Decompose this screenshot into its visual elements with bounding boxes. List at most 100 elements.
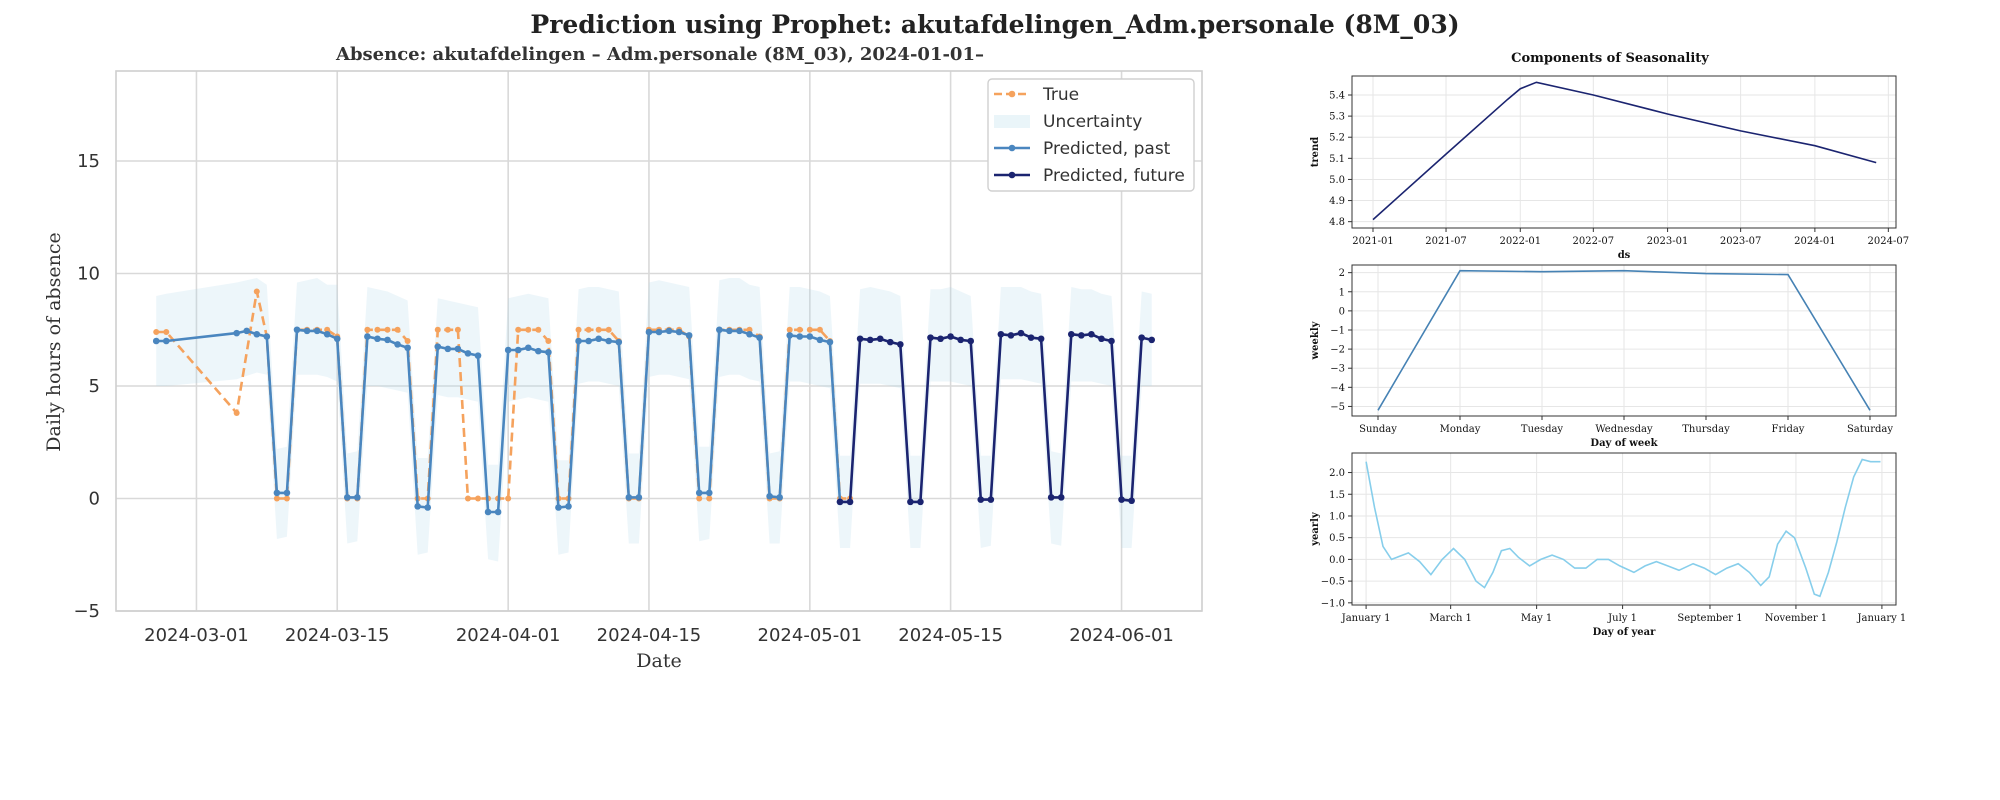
yearly-frame	[1351, 452, 1897, 606]
weekly-line	[1377, 269, 1871, 411]
main-chart-title: Absence: akutafdelingen – Adm.personale …	[335, 44, 984, 65]
x-tick-label: 2024-04-01	[456, 625, 561, 646]
yearly-y-tick-label: −1.0	[1321, 598, 1345, 609]
predicted-future-point	[1138, 334, 1145, 341]
legend-label: True	[1042, 85, 1079, 105]
main-y-label: Daily hours of absence	[43, 232, 65, 451]
weekly-x-label: Day of week	[1590, 438, 1658, 449]
weekly-y-tick-label: 0	[1339, 306, 1345, 317]
predicted-future-point	[977, 496, 985, 503]
predicted-future-point	[1017, 329, 1025, 337]
weekly-x-tick-label: Wednesday	[1595, 424, 1653, 435]
legend-label: Predicted, past	[1043, 139, 1171, 159]
predicted-past-point	[665, 327, 673, 335]
predicted-past-point	[565, 503, 572, 510]
true-series-point	[283, 495, 290, 502]
legend-label: Predicted, future	[1043, 166, 1185, 186]
trend-x-tick-label: 2023-07	[1720, 236, 1762, 247]
trend-x-tick-label: 2022-07	[1573, 236, 1615, 247]
predicted-past-point	[826, 338, 834, 346]
true-series-point	[374, 326, 381, 333]
main-legend: True Uncertainty Predicted, past Predicted,…	[987, 78, 1195, 192]
true-series-point	[475, 495, 481, 502]
predicted-past-point	[655, 328, 663, 336]
predicted-future-point	[987, 496, 995, 503]
y-tick-label: −5	[73, 601, 100, 622]
weekly-x-tick-label: Monday	[1440, 424, 1481, 435]
predicted-past-point	[343, 494, 351, 501]
yearly-x-tick-label: September 1	[1677, 613, 1742, 624]
predicted-past-point	[474, 352, 482, 359]
trend-x-tick-label: 2023-01	[1647, 236, 1689, 247]
predicted-future-point	[856, 335, 864, 343]
true-series-point	[454, 326, 461, 333]
true-series-point	[404, 338, 411, 344]
predicted-past-point	[545, 348, 552, 356]
yearly-y-tick-label: 2.0	[1329, 468, 1345, 479]
yearly-x-tick-label: January 1	[1341, 613, 1391, 624]
true-series-point	[545, 338, 552, 344]
predicted-future-point	[1067, 330, 1075, 338]
predicted-past-point	[374, 335, 381, 343]
predicted-past-point	[595, 335, 602, 343]
true-series-point	[444, 326, 451, 333]
trend-x-tick-label: 2024-07	[1868, 236, 1910, 247]
main-plot-frame	[115, 70, 1203, 612]
legend-swatch-marker	[1008, 171, 1016, 179]
predicted-future-point	[866, 336, 874, 344]
trend-y-tick-label: 5.1	[1329, 154, 1345, 165]
trend-y-label: trend	[1310, 137, 1321, 168]
trend-frame	[1351, 75, 1897, 229]
predicted-past-point	[152, 337, 160, 345]
predicted-past-point	[605, 337, 613, 345]
true-series-point	[434, 326, 441, 333]
weekly-y-tick-label: −3	[1330, 364, 1345, 375]
trend-y-tick-label: 4.9	[1329, 196, 1345, 207]
predicted-past-point	[293, 326, 301, 334]
true-series-point	[364, 326, 371, 333]
predicted-future-point	[907, 498, 914, 506]
legend-swatch-marker	[1008, 144, 1016, 152]
weekly-y-tick-label: 2	[1339, 268, 1345, 279]
predicted-past-point	[313, 327, 321, 335]
true-series-point	[525, 326, 532, 333]
yearly-x-tick-label: November 1	[1765, 613, 1827, 624]
y-tick-label: 5	[89, 376, 100, 397]
predicted-past-point	[414, 503, 421, 510]
predicted-future-point	[997, 330, 1005, 338]
predicted-past-point	[645, 328, 653, 336]
predicted-past-point	[786, 332, 794, 339]
true-series-point	[796, 326, 803, 333]
y-tick-label: 10	[77, 264, 100, 285]
trend-y-tick-label: 5.2	[1329, 133, 1345, 144]
predicted-past-point	[555, 504, 562, 511]
predicted-future-point	[846, 498, 854, 506]
predicted-past-point	[736, 327, 743, 335]
predicted-past-point	[384, 336, 391, 344]
weekly-y-label: weekly	[1310, 320, 1321, 360]
true-series-point	[595, 326, 602, 333]
yearly-x-tick-label: July 1	[1607, 613, 1637, 624]
true-series-point	[515, 326, 522, 333]
predicted-future-point	[886, 338, 894, 346]
trend-y-tick-label: 5.0	[1329, 175, 1345, 186]
yearly-x-tick-label: May 1	[1521, 613, 1552, 624]
predicted-past-point	[404, 344, 411, 352]
legend-swatch-uncertainty	[994, 115, 1030, 128]
weekly-x-tick-label: Friday	[1772, 424, 1805, 435]
predicted-past-point	[705, 489, 713, 497]
predicted-past-point	[263, 333, 271, 340]
trend-line	[1372, 81, 1877, 221]
true-series-point	[535, 326, 542, 333]
trend-x-tick-label: 2022-01	[1500, 236, 1542, 247]
predicted-future-point	[1007, 332, 1015, 339]
predicted-past-point	[776, 494, 783, 501]
true-series-point	[746, 326, 753, 333]
legend-swatch-marker	[1008, 90, 1016, 98]
predicted-past-point	[575, 337, 582, 345]
predicted-past-point	[233, 329, 240, 337]
true-series-point	[324, 326, 331, 333]
predicted-past-point	[756, 334, 763, 341]
weekly-y-tick-label: −2	[1330, 345, 1345, 356]
